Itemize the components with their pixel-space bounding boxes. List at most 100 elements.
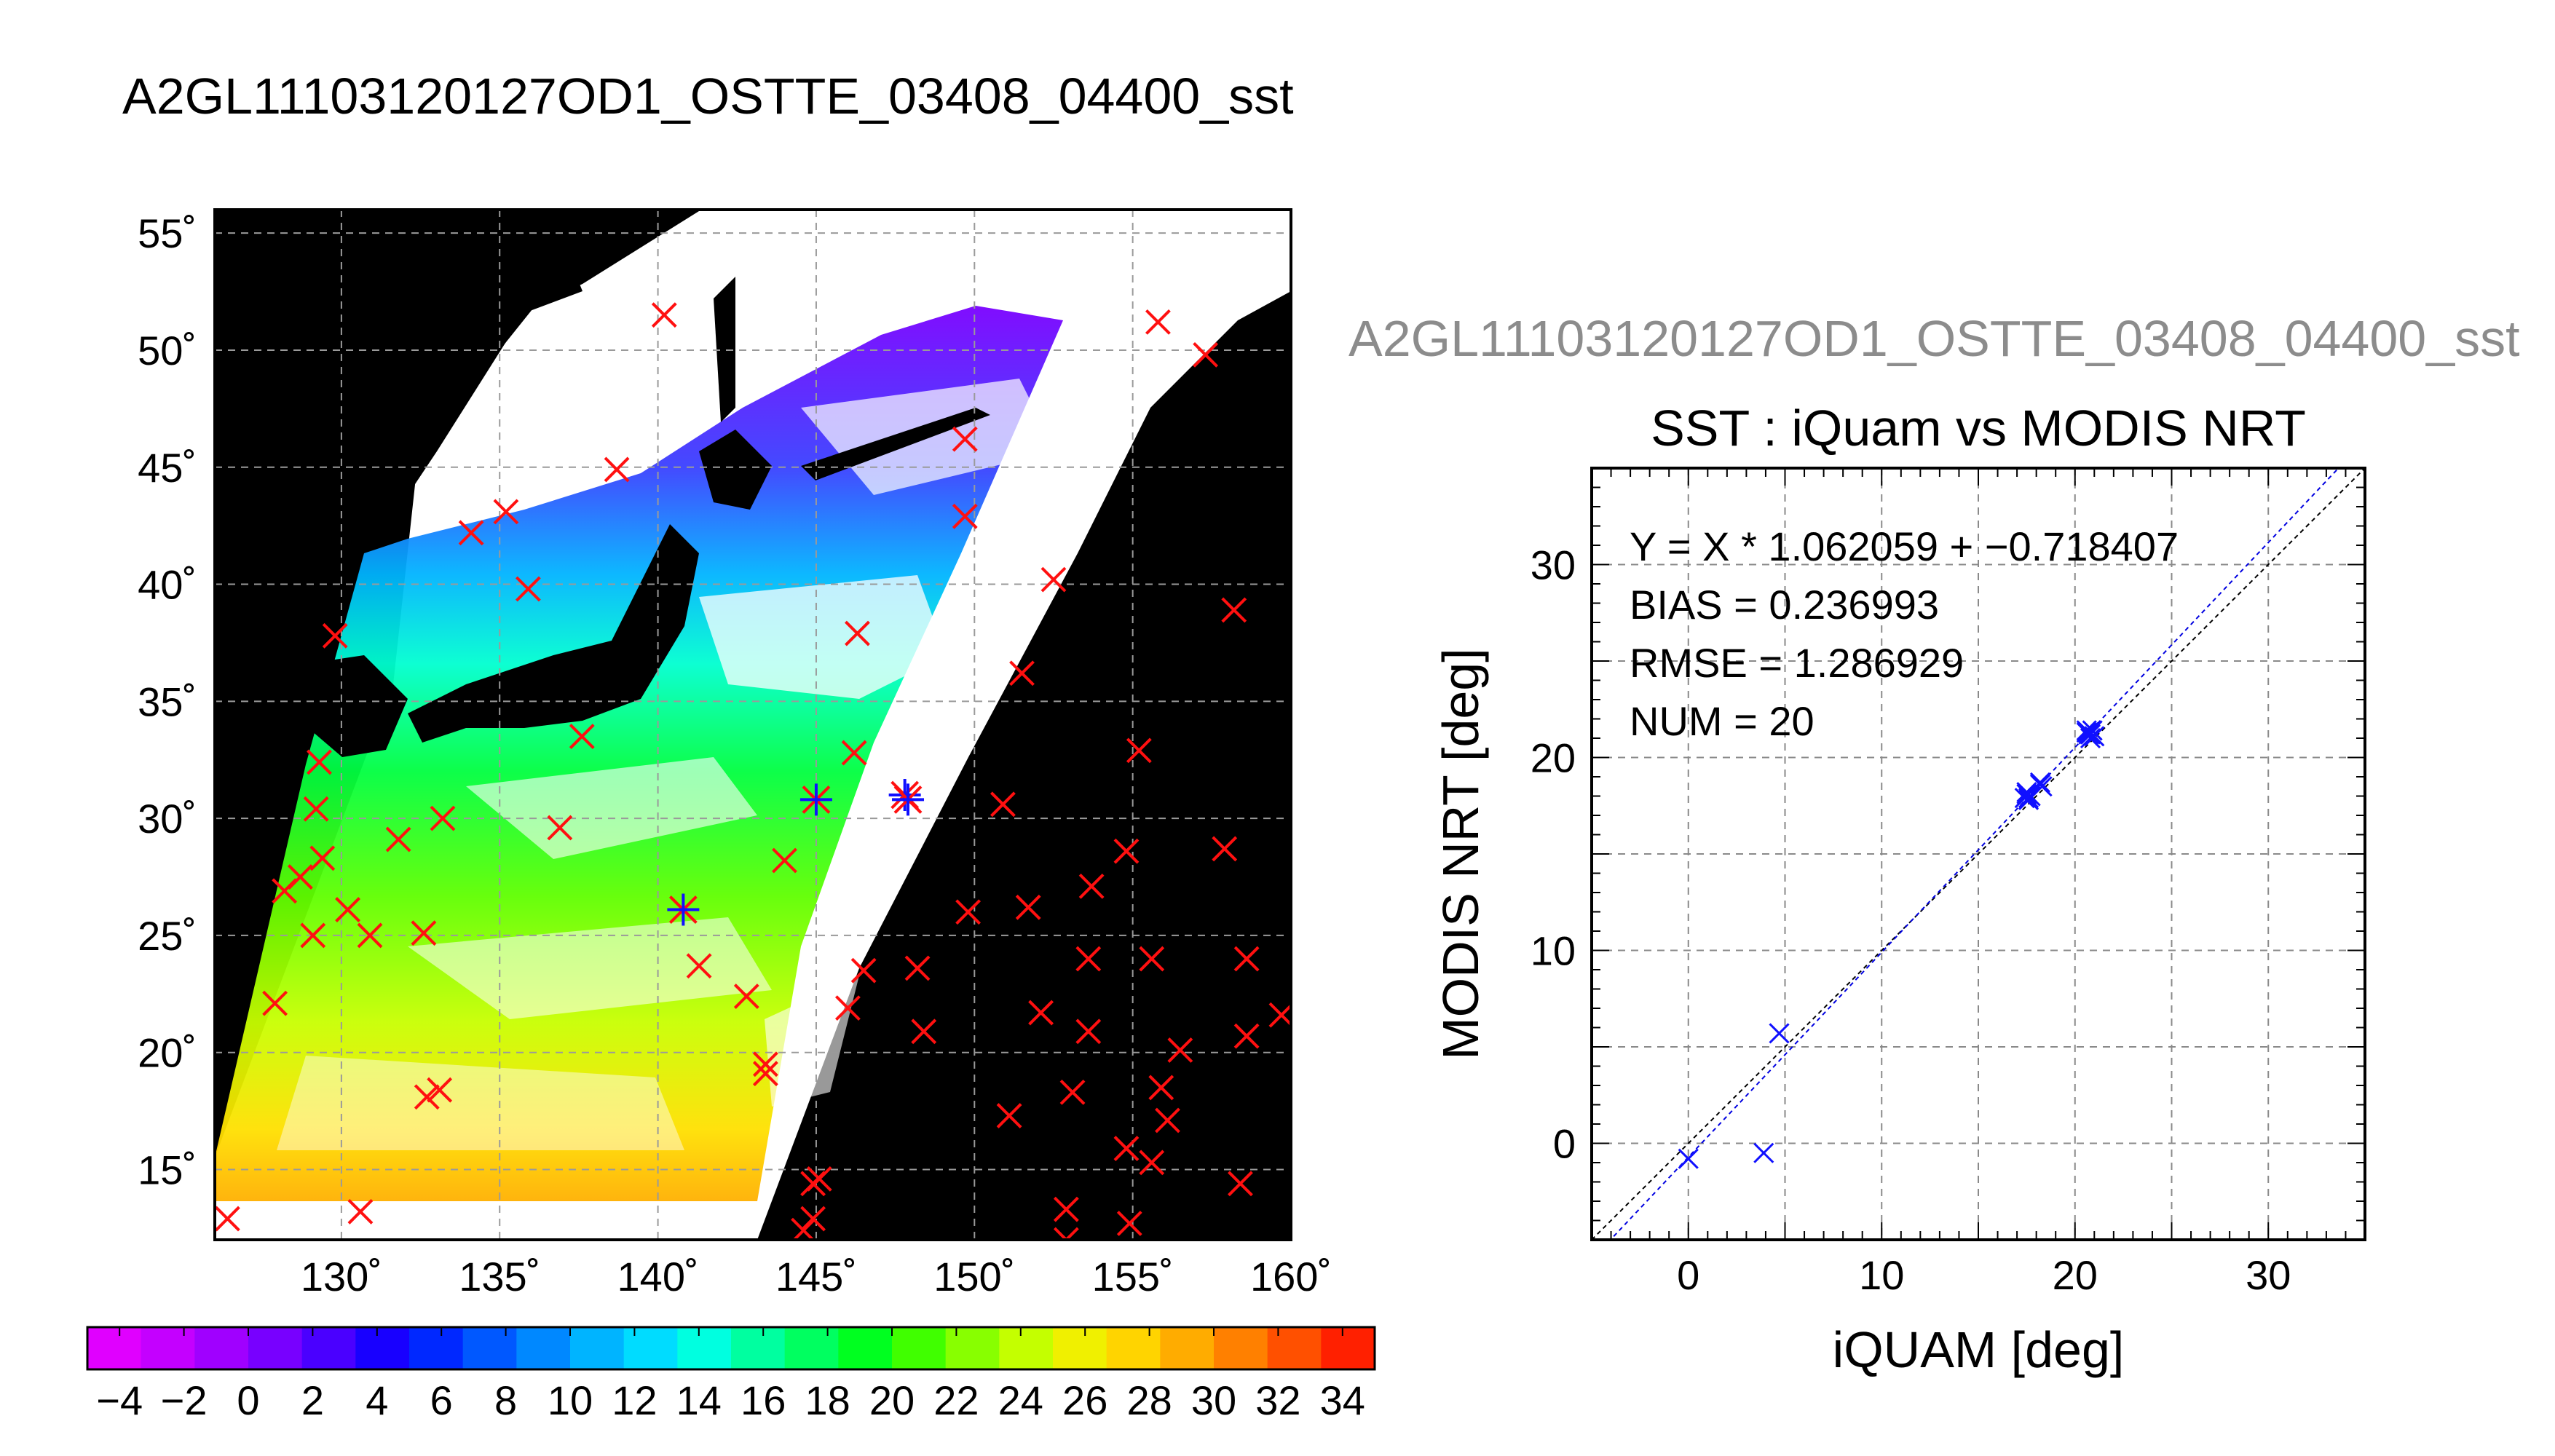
colorbar-cell	[516, 1327, 571, 1369]
map-marker-red	[303, 796, 329, 822]
map-marker-red	[1053, 1196, 1079, 1222]
colorbar-cell	[462, 1327, 517, 1369]
lon-tick-label: 160˚	[1250, 1254, 1332, 1299]
scatter-point	[2076, 720, 2097, 741]
map-marker-red	[1078, 873, 1105, 899]
map-marker-red	[1113, 1136, 1140, 1161]
map-marker-red	[547, 815, 573, 841]
map-marker-red	[1233, 1023, 1260, 1049]
map-grid	[215, 210, 1291, 1240]
map-marker-red	[996, 1103, 1022, 1128]
chart-title: A2GL11103120127OD1_OSTTE_03408_04400_sst	[122, 68, 1294, 124]
map-marker-star	[892, 783, 925, 816]
map-marker-red	[800, 1206, 826, 1232]
cloud-patch	[277, 1056, 684, 1150]
x-axis-label: iQUAM [deg]	[1833, 1321, 2125, 1378]
scatter-point	[1678, 1148, 1699, 1169]
lon-tick-label: 155˚	[1092, 1254, 1174, 1299]
colorbar-tick-label: 8	[494, 1377, 517, 1423]
map-marker-red	[806, 1166, 832, 1192]
scatter-tick-labels: 0 10 20 30 0 10 20 30	[1531, 467, 2366, 1298]
colorbar-tick-label: 34	[1320, 1377, 1365, 1423]
secondary-title: A2GL11103120127OD1_OSTTE_03408_04400_sst	[1348, 310, 2520, 367]
lat-tick-label: 15˚	[138, 1147, 197, 1193]
lat-tick-label: 25˚	[138, 913, 197, 959]
colorbar-tick-label: 2	[301, 1377, 324, 1423]
one-to-one-line	[1592, 468, 2365, 1240]
scatter-y-tick-label: 0	[1553, 1121, 1576, 1167]
cloud-patch	[765, 976, 859, 1107]
lat-tick-label: 35˚	[138, 678, 197, 724]
map-marker-red	[904, 955, 931, 981]
colorbar-cell	[999, 1327, 1054, 1369]
map-marker-red	[515, 576, 541, 602]
scatter-stats: Y = X * 1.062059 + −0.718407 BIAS = 0.236…	[1630, 523, 2179, 744]
map-marker-red	[1015, 894, 1041, 920]
colorbar-tick-label: 4	[366, 1377, 388, 1423]
colorbar-cell	[945, 1327, 1000, 1369]
map-marker-red	[385, 826, 411, 852]
lat-tick-label: 30˚	[138, 796, 197, 842]
map-marker-red	[1009, 660, 1035, 687]
lat-tick-label: 20˚	[138, 1030, 197, 1076]
map-tick-labels: 55˚ 50˚ 45˚ 40˚ 35˚ 30˚ 25˚ 20˚ 15˚ 130˚ 135˚ 140˚ 1…	[138, 210, 1332, 1299]
map-marker-red	[834, 995, 861, 1021]
scatter-point	[2082, 720, 2103, 741]
colorbar-tick-label: 26	[1062, 1377, 1107, 1423]
scatter-stat-line: BIAS = 0.236993	[1630, 582, 1939, 628]
colorbar-cell	[1267, 1327, 1322, 1369]
map-marker-red	[1075, 946, 1102, 972]
lat-tick-label: 50˚	[138, 328, 197, 373]
colorbar-frame	[86, 1326, 1376, 1371]
y-axis-label: MODIS NRT [deg]	[1432, 648, 1489, 1059]
colorbar-tick-label: 12	[612, 1377, 657, 1423]
colorbar-cell	[87, 1327, 142, 1369]
map-marker-red	[1233, 946, 1260, 972]
scatter-point	[2016, 783, 2037, 804]
map-marker-red	[1145, 309, 1171, 335]
map-marker-red	[955, 899, 982, 925]
lon-tick-label: 135˚	[459, 1254, 540, 1299]
map-marker-red	[791, 1217, 816, 1240]
map-marker-red	[1155, 1107, 1180, 1133]
map-marker-red	[990, 791, 1016, 818]
map-marker-red	[335, 897, 360, 922]
land-honshu	[408, 524, 699, 743]
map-marker-red	[1059, 1079, 1086, 1105]
map-marker-red	[1053, 1227, 1079, 1240]
map-marker-red	[1113, 838, 1140, 864]
scatter-x-tick-label: 30	[2246, 1252, 2291, 1298]
map-marker-red	[1268, 1002, 1291, 1028]
map-marker-red	[347, 1198, 374, 1224]
colorbar-tick-label: 28	[1126, 1377, 1172, 1423]
colorbar-tick-label: 18	[805, 1377, 850, 1423]
map-marker-red	[1028, 1000, 1054, 1026]
colorbar-tick-label: 16	[741, 1377, 786, 1423]
colorbar-tick-label: 0	[237, 1377, 259, 1423]
scatter-point	[1753, 1142, 1774, 1163]
map-marker-star	[667, 893, 700, 926]
scatter-stat-line: RMSE = 1.286929	[1630, 640, 1964, 686]
land-kuril	[801, 408, 990, 480]
map-marker-red	[493, 499, 519, 525]
colorbar-tick-label: 24	[998, 1377, 1043, 1423]
lon-tick-label: 150˚	[933, 1254, 1015, 1299]
map-marker-red	[733, 984, 759, 1009]
map-marker-red	[427, 1077, 453, 1103]
map-marker-red	[845, 620, 870, 646]
colorbar-cell	[838, 1327, 893, 1369]
colorbar-cell	[731, 1327, 786, 1369]
map-marker-red	[1075, 1018, 1102, 1045]
scatter-stat-line: NUM = 20	[1630, 698, 1814, 744]
map-frame	[213, 208, 1292, 1241]
map-marker-red	[1126, 737, 1152, 764]
lon-tick-label: 130˚	[301, 1254, 382, 1299]
map-marker-red	[357, 922, 383, 949]
lon-tick-label: 140˚	[617, 1254, 699, 1299]
colorbar-cell	[1160, 1327, 1215, 1369]
map-panel: 55˚ 50˚ 45˚ 40˚ 35˚ 30˚ 25˚ 20˚ 15˚ 130˚ 135˚ 140˚ 1…	[138, 208, 1332, 1299]
scatter-point	[2029, 772, 2051, 794]
colorbar-cell	[677, 1327, 732, 1369]
scatter-y-tick-label: 30	[1531, 542, 1576, 588]
